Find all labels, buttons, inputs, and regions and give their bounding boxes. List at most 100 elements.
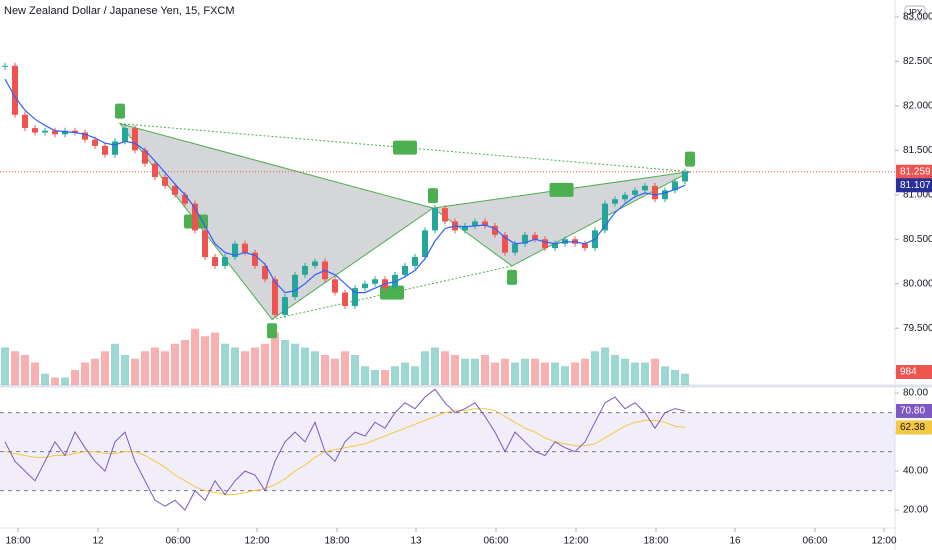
y-tick-label: 83.000 [903, 12, 932, 23]
chart-title: New Zealand Dollar / Japanese Yen, 15, F… [4, 5, 235, 17]
candle [682, 171, 688, 182]
volume-bar [471, 358, 479, 385]
x-tick-label: 12:00 [563, 536, 588, 547]
candle [62, 130, 68, 135]
x-tick-label: 18:00 [5, 536, 30, 547]
volume-bar [591, 351, 599, 385]
ratio-box [393, 140, 417, 155]
ratio-box [549, 182, 574, 197]
candle [552, 243, 558, 249]
volume-bar [511, 362, 519, 385]
candle [482, 221, 488, 226]
volume-bar [391, 366, 399, 385]
volume-label: 984 [900, 367, 917, 378]
volume-bar [651, 358, 659, 385]
volume-bar [71, 370, 79, 385]
rsi-tick-label: 20.00 [903, 505, 928, 516]
y-tick-label: 82.000 [903, 100, 932, 111]
candle [122, 128, 128, 142]
candle [332, 279, 338, 293]
volume-bar [191, 328, 199, 385]
candle [52, 130, 58, 135]
candle [422, 230, 428, 258]
candle [372, 279, 378, 284]
volume-bar [451, 355, 459, 385]
pattern-point [428, 188, 438, 204]
volume-bar [91, 358, 99, 385]
x-tick-label: 06:00 [802, 536, 827, 547]
candle [72, 130, 78, 133]
candle [652, 185, 658, 200]
rsi-ma-last-box [896, 420, 932, 435]
candle [462, 225, 468, 231]
volume-bar [671, 370, 679, 385]
y-tick-label: 81.000 [903, 189, 932, 200]
candle [632, 190, 638, 195]
volume-bar [161, 351, 169, 385]
volume-bar [601, 347, 609, 385]
candle [202, 230, 208, 258]
currency-box[interactable] [904, 5, 926, 21]
candle [492, 225, 498, 235]
rsi-ma-last-label: 62.38 [900, 422, 925, 433]
volume-bar [381, 370, 389, 385]
rsi-tick-label: 80.00 [903, 388, 928, 399]
candle [622, 194, 628, 200]
candle [412, 257, 418, 266]
x-tick-label: 12 [92, 536, 104, 547]
ma-label: 81.107 [900, 180, 931, 191]
x-tick-label: 06:00 [165, 536, 190, 547]
volume-bar [351, 355, 359, 385]
pattern-xd [119, 123, 691, 173]
candle [362, 283, 368, 289]
y-tick-label: 81.500 [903, 145, 932, 156]
volume-bar [41, 373, 49, 385]
volume-bar [491, 362, 499, 385]
rsi-line [4, 388, 686, 511]
candle [612, 199, 618, 204]
volume-bar [641, 362, 649, 385]
candle [352, 288, 358, 306]
candle [252, 252, 258, 266]
volume-bar [81, 362, 89, 385]
volume-bar [681, 373, 689, 385]
candle [432, 208, 438, 231]
volume-bar [401, 362, 409, 385]
x-tick-label: 06:00 [483, 536, 508, 547]
volume-label-box [896, 365, 932, 379]
candle [92, 139, 98, 146]
volume-bar [541, 362, 549, 385]
volume-bar [171, 343, 179, 385]
last-price-label: 81.259 [900, 166, 931, 177]
candle [312, 261, 318, 266]
volume-bar [321, 355, 329, 385]
candle [142, 150, 148, 164]
volume-bar [571, 362, 579, 385]
volume-bar [411, 366, 419, 385]
last-price-label-box [896, 164, 932, 179]
x-tick-label: 13 [410, 536, 422, 547]
ma-line [4, 78, 686, 294]
volume-bar [621, 358, 629, 385]
volume-bar [361, 366, 369, 385]
volume-bar [241, 351, 249, 385]
rsi-last-box [896, 404, 932, 419]
candle [132, 128, 138, 151]
candle [102, 145, 108, 155]
x-tick-label: 12:00 [244, 536, 269, 547]
volume-bar [1, 347, 9, 385]
pattern-point [267, 323, 277, 339]
candle [282, 297, 288, 315]
volume-bar [221, 343, 229, 385]
volume-bar [331, 358, 339, 385]
candle [602, 203, 608, 231]
candle [472, 221, 478, 226]
candle [512, 243, 518, 253]
currency[interactable]: JPY [908, 8, 923, 17]
candle [342, 292, 348, 306]
volume-bar [421, 351, 429, 385]
volume-bar [521, 358, 529, 385]
volume-bar [581, 358, 589, 385]
candle [302, 265, 308, 275]
